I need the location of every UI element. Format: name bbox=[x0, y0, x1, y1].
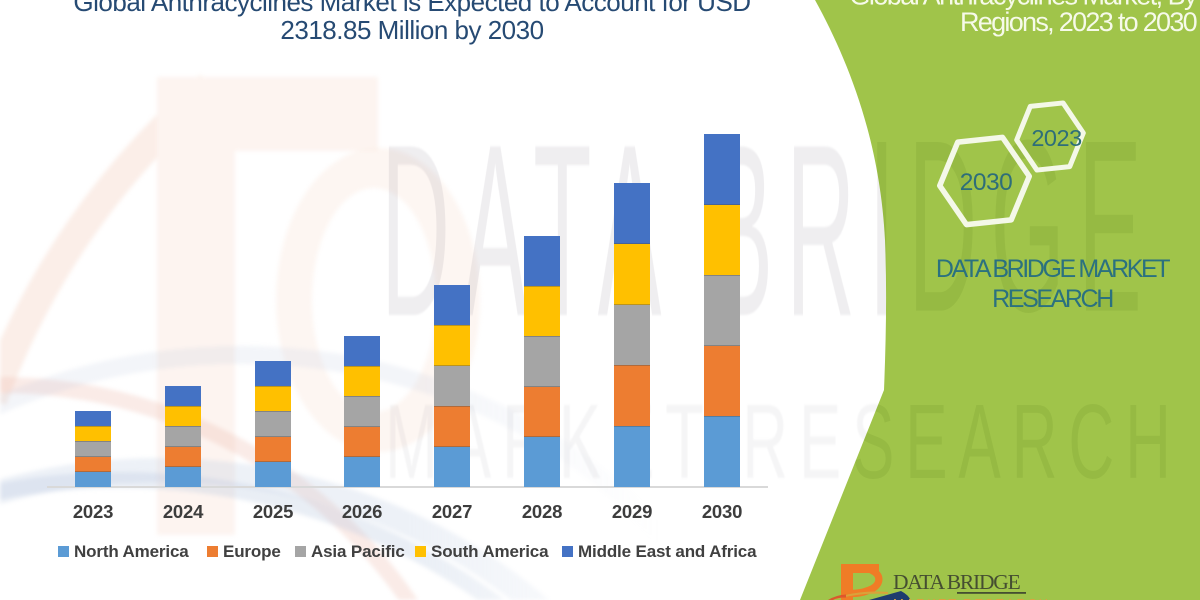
svg-text:MARKET RESEARCH: MARKET RESEARCH bbox=[893, 596, 1050, 600]
svg-text:DATA BRIDGE: DATA BRIDGE bbox=[893, 570, 1021, 594]
svg-text:2030: 2030 bbox=[960, 169, 1013, 196]
svg-text:MARKET RESEARCH: MARKET RESEARCH bbox=[385, 382, 1182, 501]
svg-text:Global Anthracyclines Market,: Global Anthracyclines Market, By bbox=[849, 0, 1198, 11]
svg-text:2023: 2023 bbox=[1031, 125, 1082, 151]
